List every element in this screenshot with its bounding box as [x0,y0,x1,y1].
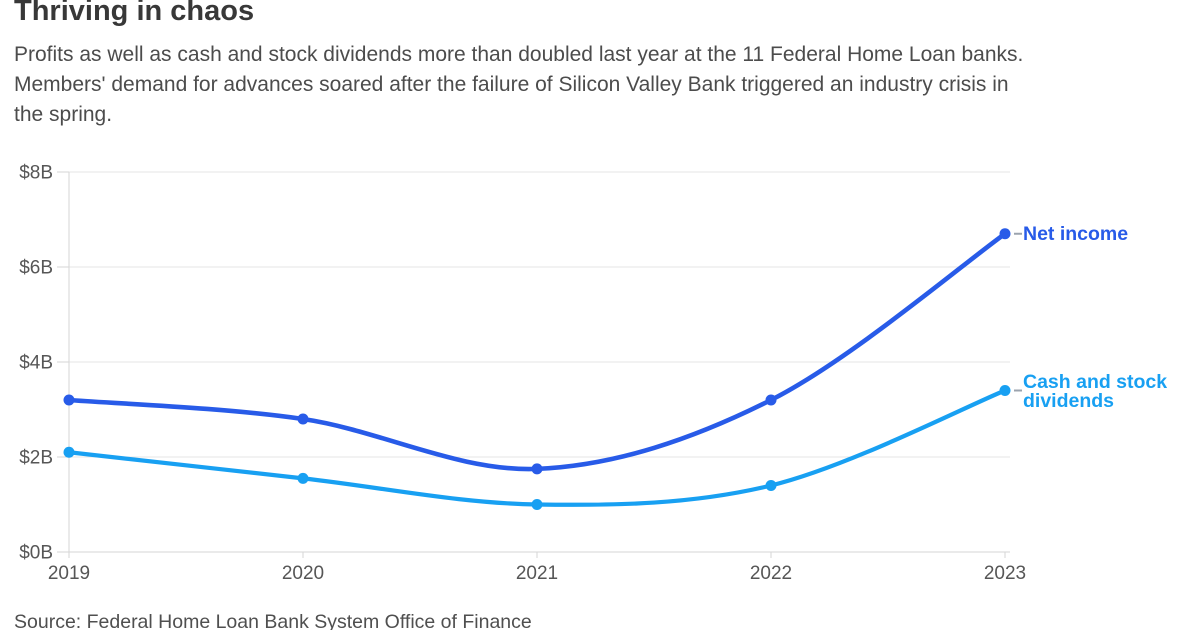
data-point [999,385,1011,396]
y-tick-label: $0B [19,543,53,564]
x-tick-label: 2021 [516,563,558,584]
data-point [765,394,777,406]
source-note: Source: Federal Home Loan Bank System Of… [14,611,532,630]
data-point [531,499,543,510]
y-tick-label: $8B [19,163,53,184]
data-point [531,463,543,475]
chart-subtitle: Profits as well as cash and stock divide… [14,43,1024,126]
x-tick-label: 2020 [282,563,324,584]
y-tick-label: $2B [19,448,53,469]
y-tick-label: $4B [19,353,53,374]
chart-title: Thriving in chaos [14,0,255,27]
series-label-1: Cash and stock dividends [1023,370,1168,412]
data-point [765,480,777,491]
series-label-0: Net income [1023,223,1129,246]
y-tick-label: $6B [19,258,53,279]
x-tick-label: 2023 [984,563,1026,584]
x-tick-label: 2022 [750,563,792,584]
series-line-0 [66,231,1008,472]
data-point [297,472,309,484]
data-point [63,446,75,458]
data-point [297,413,309,425]
data-point [63,394,75,406]
data-point [999,228,1011,240]
x-tick-label: 2019 [48,563,90,584]
